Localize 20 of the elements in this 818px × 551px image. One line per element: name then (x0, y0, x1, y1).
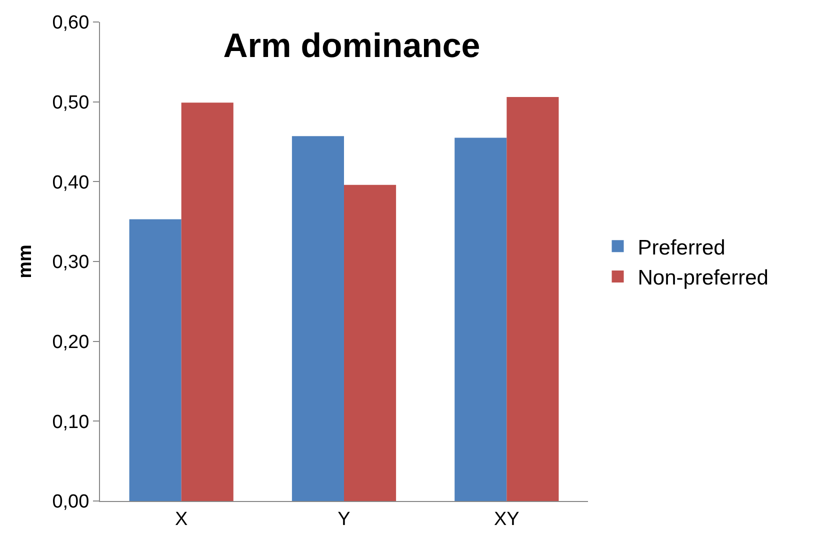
y-tick-label: 0,30 (52, 252, 90, 274)
bar (506, 97, 559, 501)
y-tick-label: 0,50 (52, 92, 90, 114)
y-tick-label: 0,60 (52, 12, 90, 34)
x-tick-label: XY (494, 508, 520, 530)
y-tick-label: 0,10 (52, 412, 90, 433)
x-tick-label: Y (338, 508, 351, 530)
y-tick-label: 0,00 (52, 492, 90, 513)
chart-title: Arm dominance (223, 26, 480, 65)
y-axis-title: mm (15, 244, 36, 278)
bar (129, 219, 182, 501)
x-tick-label: X (174, 508, 188, 530)
y-tick-label: 0,20 (52, 332, 90, 353)
bar (344, 184, 396, 501)
y-tick-label: 0,40 (52, 172, 90, 194)
bar (454, 138, 507, 501)
bar (292, 136, 344, 501)
legend-label: Preferred (638, 236, 726, 260)
legend-label: Non-preferred (638, 266, 768, 290)
bar (181, 102, 234, 501)
